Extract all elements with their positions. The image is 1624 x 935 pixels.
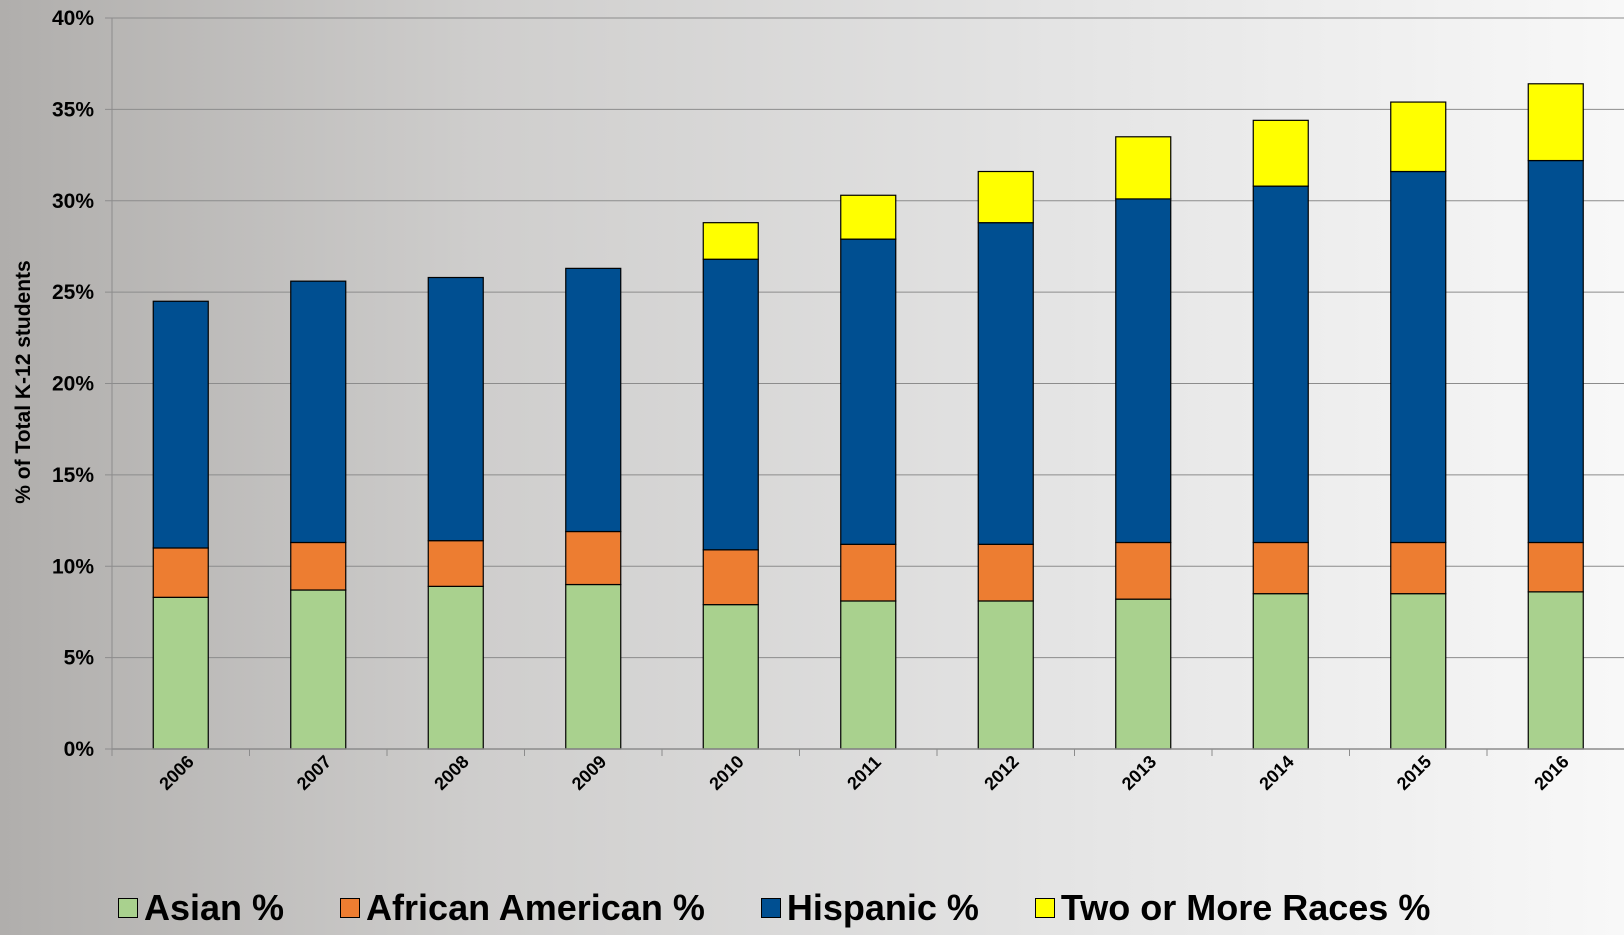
x-tick-label: 2009	[568, 752, 610, 794]
bar-segment-asian-2016	[1527, 591, 1584, 750]
bar-segment-african-american-2009	[565, 530, 622, 586]
x-tick-label: 2015	[1393, 752, 1435, 794]
legend-label-two-or-more-races: Two or More Races %	[1060, 887, 1431, 928]
bar-segment-african-american-2008	[427, 540, 484, 587]
bar-segment-hispanic-2013	[1115, 198, 1172, 544]
bar-segment-asian-2010	[702, 604, 759, 750]
bar-segment-african-american-2016	[1527, 541, 1584, 593]
bar-segment-asian-2014	[1252, 593, 1309, 750]
bar-segment-hispanic-2009	[565, 267, 622, 533]
bar-segment-asian-2007	[290, 589, 347, 750]
bar-segment-african-american-2015	[1390, 541, 1447, 595]
legend-label-hispanic: Hispanic %	[786, 887, 979, 928]
axes	[105, 17, 1624, 756]
bar-segment-asian-2009	[565, 583, 622, 750]
legend-item-hispanic: Hispanic %	[760, 887, 979, 929]
bar-segment-two-or-more-2012	[977, 170, 1034, 224]
legend-swatch-two-or-more-races	[1034, 898, 1055, 918]
x-tick-label: 2007	[293, 752, 335, 794]
y-tick-label: 30%	[52, 190, 94, 213]
legend: Asian % African American % Hispanic % Tw…	[118, 886, 1486, 930]
y-tick-label: 35%	[52, 98, 94, 121]
legend-swatch-african-american	[340, 898, 361, 918]
legend-label-african-american: African American %	[366, 887, 705, 928]
legend-swatch-asian	[118, 898, 138, 918]
y-tick-labels: 0% 5% 10% 15% 20% 25% 30% 35% 40%	[52, 7, 94, 761]
bar-segment-hispanic-2016	[1527, 159, 1584, 544]
bar-segment-hispanic-2010	[702, 258, 759, 551]
y-tick-label: 15%	[52, 464, 94, 487]
bar-segment-two-or-more-2013	[1115, 136, 1172, 200]
bar-segment-african-american-2011	[840, 543, 897, 602]
bar-segment-asian-2008	[427, 585, 484, 750]
bar-segment-hispanic-2006	[152, 300, 209, 549]
x-tick-label: 2010	[705, 752, 747, 794]
y-tick-label: 5%	[64, 647, 95, 670]
bar-segment-hispanic-2014	[1252, 185, 1309, 544]
y-tick-label: 10%	[52, 555, 94, 578]
bar-segment-hispanic-2012	[977, 222, 1034, 545]
bar-segment-hispanic-2015	[1390, 170, 1447, 544]
bar-segment-two-or-more-2015	[1390, 101, 1447, 173]
bar-segment-asian-2006	[152, 596, 209, 750]
x-tick-labels: 2006 2007 2008 2009 2010 2011 2012 2013 2014 2015…	[155, 752, 1572, 794]
y-tick-label: 40%	[52, 7, 94, 30]
bar-segment-asian-2015	[1390, 593, 1447, 750]
bar-segment-two-or-more-2014	[1252, 119, 1309, 187]
bar-segment-asian-2011	[840, 600, 897, 750]
x-tick-label: 2014	[1255, 752, 1297, 794]
y-tick-label: 25%	[52, 281, 94, 304]
bar-segment-african-american-2012	[977, 543, 1034, 602]
bars	[152, 83, 1584, 750]
bar-segment-asian-2013	[1115, 598, 1172, 750]
y-tick-label: 20%	[52, 373, 94, 396]
bar-segment-two-or-more-2011	[840, 194, 897, 240]
y-tick-label: 0%	[64, 738, 95, 761]
legend-swatch-hispanic	[760, 898, 781, 918]
legend-label-asian: Asian %	[144, 887, 285, 928]
bar-segment-african-american-2014	[1252, 541, 1309, 595]
bar-segment-african-american-2010	[702, 549, 759, 606]
x-tick-label: 2012	[980, 752, 1022, 794]
bar-segment-african-american-2006	[152, 547, 209, 598]
bar-segment-hispanic-2011	[840, 238, 897, 545]
bar-segment-african-american-2007	[290, 541, 347, 591]
bar-segment-two-or-more-2010	[702, 222, 759, 260]
legend-item-two-or-more-races: Two or More Races %	[1034, 887, 1431, 929]
stacked-bar-chart: 0%5%10%15%20%25%30%35%40% 2006 2007 2008 20…	[12, 7, 1624, 794]
legend-item-african-american: African American %	[340, 887, 705, 929]
x-tick-label: 2008	[430, 752, 472, 794]
y-axis-label: % of Total K-12 students	[12, 260, 35, 503]
x-tick-label: 2011	[843, 752, 885, 794]
bar-segment-hispanic-2007	[290, 280, 347, 544]
x-tick-label: 2006	[155, 752, 197, 794]
bar-segment-hispanic-2008	[427, 276, 484, 542]
x-tick-label: 2013	[1118, 752, 1160, 794]
bar-segment-african-american-2013	[1115, 541, 1172, 600]
x-tick-label: 2016	[1530, 752, 1572, 794]
legend-item-asian: Asian %	[118, 887, 284, 929]
bar-segment-two-or-more-2016	[1527, 83, 1584, 162]
bar-segment-asian-2012	[977, 600, 1034, 750]
